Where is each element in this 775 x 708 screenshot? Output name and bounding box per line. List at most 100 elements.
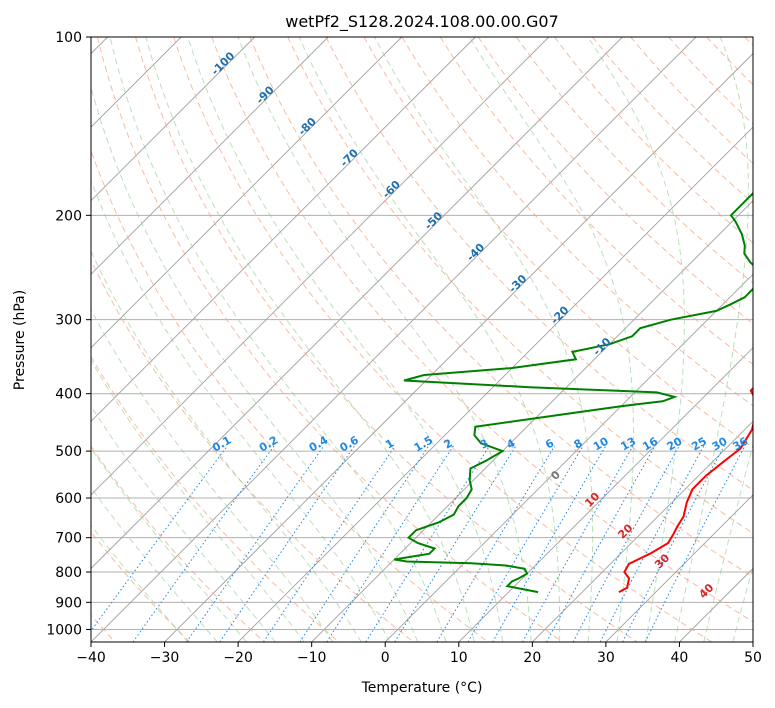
moist-adiabat-line bbox=[187, 37, 504, 642]
moist-adiabat-line bbox=[703, 442, 753, 642]
mixing-ratio-line bbox=[622, 445, 725, 642]
moist-adiabat-label: 40 bbox=[696, 581, 716, 601]
mixing-ratio-label: 3 bbox=[478, 437, 491, 452]
mixing-ratio-line bbox=[546, 445, 656, 642]
dry-adiabat-line bbox=[439, 37, 753, 366]
mixing-ratio-line bbox=[299, 445, 430, 642]
y-tick-label: 1000 bbox=[46, 622, 82, 638]
isotherm-line bbox=[752, 641, 753, 642]
dry-adiabat-label: -10 bbox=[590, 335, 613, 358]
y-tick-label: 600 bbox=[55, 491, 82, 507]
x-tick-label: 20 bbox=[523, 650, 541, 666]
x-tick-label: −10 bbox=[297, 650, 327, 666]
moist-adiabat-line bbox=[468, 37, 634, 642]
isotherm-line bbox=[384, 273, 753, 642]
mixing-ratio-line bbox=[522, 445, 634, 642]
y-tick-label: 200 bbox=[55, 208, 82, 224]
dry-adiabat-line bbox=[91, 445, 265, 642]
mixing-ratio-line bbox=[326, 445, 454, 642]
dry-adiabat-line bbox=[325, 37, 753, 491]
isotherm-line bbox=[91, 37, 623, 570]
x-tick-label: 30 bbox=[597, 650, 615, 666]
y-tick-label: 500 bbox=[55, 444, 82, 460]
mixing-ratio-line bbox=[186, 445, 325, 642]
y-tick-label: 400 bbox=[55, 387, 82, 403]
isotherm-line bbox=[91, 37, 403, 349]
mixing-ratio-line bbox=[263, 445, 396, 642]
moist-adiabat-line bbox=[587, 37, 685, 642]
dry-adiabat-label: -40 bbox=[464, 240, 487, 263]
dry-adiabat-label: -20 bbox=[548, 303, 571, 326]
x-tick-label: −20 bbox=[223, 650, 253, 666]
moist-adiabat-line bbox=[674, 37, 749, 642]
isotherm-line bbox=[532, 420, 753, 642]
y-tick-label: 100 bbox=[55, 30, 82, 46]
mixing-ratio-line bbox=[572, 445, 680, 642]
dry-adiabat-line bbox=[249, 37, 753, 578]
mixing-ratio-line bbox=[91, 445, 228, 632]
x-tick-label: 0 bbox=[381, 650, 390, 666]
isotherm-line bbox=[91, 37, 550, 496]
mixing-ratio-label: 4 bbox=[504, 436, 517, 451]
dry-adiabat-label: -90 bbox=[254, 83, 277, 106]
dry-adiabat-label: -70 bbox=[338, 146, 361, 169]
moist-adiabat-line bbox=[732, 565, 753, 642]
moist-adiabat-label: 10 bbox=[582, 490, 602, 510]
dry-adiabat-label: -30 bbox=[506, 272, 529, 295]
moist-adiabat-label: 20 bbox=[615, 521, 635, 541]
moist-adiabat-line bbox=[91, 405, 276, 642]
y-axis-label: Pressure (hPa) bbox=[12, 290, 28, 390]
dry-adiabat-line bbox=[287, 37, 753, 534]
moist-adiabat-label: 30 bbox=[652, 551, 672, 571]
dry-adiabat-line bbox=[91, 259, 414, 642]
mixing-ratio-line bbox=[644, 445, 746, 642]
y-tick-label: 800 bbox=[55, 565, 82, 581]
background-lines bbox=[91, 37, 753, 642]
dry-adiabat-line bbox=[173, 37, 713, 642]
moist-adiabat-line bbox=[91, 85, 419, 642]
mixing-ratio-line bbox=[436, 445, 556, 642]
moist-adiabat-line bbox=[91, 359, 305, 642]
x-axis-label: Temperature (°C) bbox=[361, 680, 483, 696]
mixing-ratio-line bbox=[467, 445, 584, 642]
isotherm-line bbox=[237, 126, 753, 642]
profile-line-2 bbox=[394, 191, 753, 594]
moist-adiabat-line bbox=[298, 37, 561, 642]
dry-adiabat-line bbox=[91, 355, 340, 642]
moist-adiabat-line bbox=[91, 447, 247, 642]
dry-adiabat-line bbox=[211, 37, 753, 623]
mixing-ratio-line bbox=[599, 445, 705, 642]
isotherm-line bbox=[605, 494, 753, 642]
dry-adiabat-line bbox=[744, 37, 753, 47]
moist-adiabat-line bbox=[91, 179, 390, 642]
dry-adiabat-label: -100 bbox=[209, 49, 238, 78]
x-tick-label: 50 bbox=[744, 650, 762, 666]
dry-adiabat-line bbox=[477, 37, 753, 325]
y-tick-label: 300 bbox=[55, 313, 82, 329]
moist-adiabat-line bbox=[91, 250, 362, 642]
y-tick-label: 700 bbox=[55, 531, 82, 547]
dry-adiabat-label: -80 bbox=[296, 115, 319, 138]
mixing-ratio-line bbox=[394, 445, 517, 642]
mixing-ratio-line bbox=[219, 445, 356, 642]
dry-adiabat-line bbox=[706, 37, 753, 86]
profile-line-1 bbox=[618, 386, 753, 593]
chart-title: wetPf2_S128.2024.108.00.00.G07 bbox=[285, 12, 559, 32]
mixing-ratio-label: 6 bbox=[543, 436, 556, 451]
isotherm-line bbox=[91, 37, 476, 422]
isotherm-line bbox=[91, 37, 255, 202]
x-axis-ticks: −40 −30 −20 −10 0 10 20 30 40 50 bbox=[76, 642, 762, 666]
moist-adiabat-line bbox=[237, 37, 532, 642]
x-tick-label: 10 bbox=[450, 650, 468, 666]
mixing-ratio-line bbox=[365, 445, 490, 642]
moist-adiabat-label: 0 bbox=[548, 468, 563, 483]
dry-adiabat-line bbox=[135, 37, 638, 642]
moist-adiabat-line bbox=[91, 308, 334, 642]
mixing-ratio-label: 2 bbox=[442, 437, 455, 452]
moist-adiabat-line bbox=[91, 524, 189, 642]
x-tick-label: 40 bbox=[671, 650, 689, 666]
mixing-ratio-line bbox=[132, 445, 275, 642]
dry-adiabat-label: -50 bbox=[422, 209, 445, 232]
dry-adiabat-line bbox=[554, 37, 753, 244]
